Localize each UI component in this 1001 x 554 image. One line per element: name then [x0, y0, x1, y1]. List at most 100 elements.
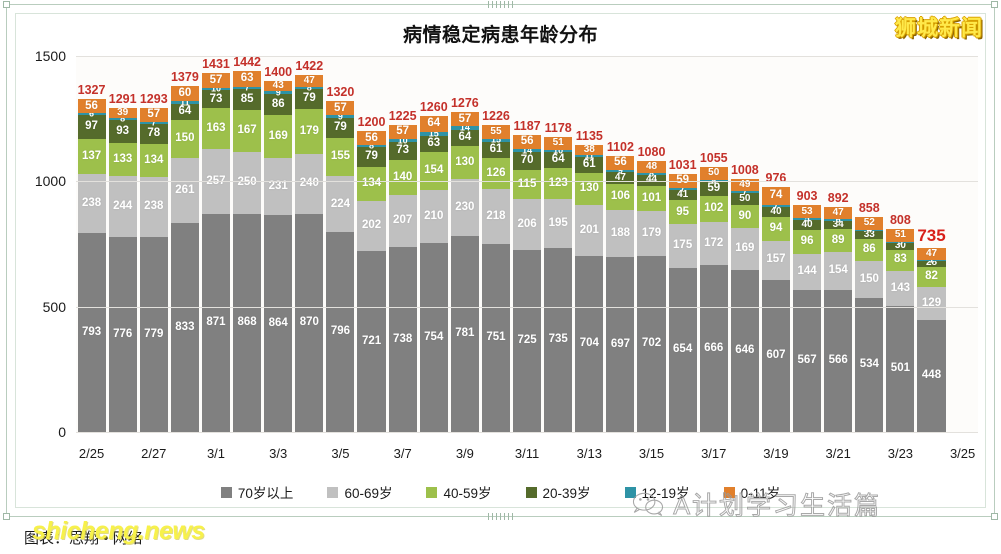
bar-segment[interactable]: 796 [326, 232, 355, 432]
bar-segment[interactable]: 47 [606, 171, 635, 184]
bar-segment[interactable]: 793 [77, 233, 106, 432]
legend-item[interactable]: 70岁以上 [220, 482, 293, 502]
bar-segment[interactable]: 14 [450, 123, 479, 132]
bar-segment[interactable]: 30 [886, 241, 915, 251]
bar-segment[interactable]: 871 [201, 213, 231, 432]
bar-segment[interactable]: 172 [699, 221, 728, 266]
bar-segment[interactable]: 654 [668, 268, 697, 432]
bar-segment[interactable]: 70 [513, 152, 542, 170]
bar-segment[interactable]: 240 [295, 153, 324, 214]
legend-item[interactable]: 0-11岁 [723, 482, 780, 502]
bar-segment[interactable]: 15 [481, 135, 511, 144]
bar-segment[interactable]: 115 [513, 169, 542, 199]
bar-segment[interactable]: 129 [917, 287, 946, 320]
bar-segment[interactable]: 155 [326, 137, 355, 177]
bar-segment[interactable]: 43 [264, 81, 293, 92]
bar-segment[interactable]: 102 [699, 196, 728, 222]
bar-segment[interactable]: 59 [668, 173, 697, 189]
bar-segment[interactable]: 224 [326, 176, 355, 233]
bar-segment[interactable]: 11 [575, 151, 604, 160]
bar-segment[interactable]: 188 [606, 210, 635, 258]
bar-segment[interactable]: 85 [233, 88, 262, 110]
bar-segment[interactable]: 154 [419, 151, 448, 191]
bar-segment[interactable]: 735 [544, 247, 573, 432]
bar-segment[interactable]: 144 [793, 253, 822, 290]
bar-segment[interactable]: 179 [637, 211, 666, 257]
bar-segment[interactable]: 60 [170, 86, 199, 102]
bar-column[interactable]: 666 172 102 59 8 50 1055 [698, 56, 729, 432]
bar-segment[interactable]: 79 [357, 147, 386, 168]
bar-segment[interactable]: 51 [544, 136, 573, 150]
bar-segment[interactable]: 40 [793, 219, 822, 230]
bar-segment[interactable]: 163 [201, 108, 231, 150]
bar-segment[interactable]: 41 [668, 190, 697, 201]
bar-segment[interactable]: 206 [513, 198, 542, 251]
bar-segment[interactable]: 6 [824, 215, 853, 224]
bar-segment[interactable]: 34 [824, 219, 853, 229]
bar-column[interactable]: 833 261 150 64 11 60 1379 [169, 56, 200, 432]
bar-segment[interactable]: 833 [170, 223, 199, 432]
bar-segment[interactable]: 501 [886, 306, 915, 432]
bar-segment[interactable]: 40 [761, 206, 791, 217]
bar-segment[interactable]: 157 [761, 240, 791, 280]
bar-column[interactable]: 607 157 94 40 7 74 976 [760, 56, 791, 432]
bar-segment[interactable]: 154 [824, 251, 853, 291]
bar-column[interactable]: 702 179 101 44 8 48 1080 [636, 56, 667, 432]
bar-segment[interactable]: 7 [761, 201, 791, 210]
bar-segment[interactable]: 169 [264, 115, 293, 158]
bar-segment[interactable]: 64 [170, 104, 199, 121]
bar-segment[interactable]: 864 [264, 215, 293, 432]
bar-segment[interactable]: 38 [575, 144, 604, 155]
bar-segment[interactable]: 150 [855, 260, 884, 299]
bar-segment[interactable]: 250 [233, 151, 262, 215]
bar-segment[interactable]: 169 [730, 227, 759, 271]
bar-segment[interactable]: 47 [917, 247, 946, 260]
bar-segment[interactable]: 52 [855, 216, 884, 230]
bar-segment[interactable]: 781 [450, 236, 479, 432]
legend-item[interactable]: 20-39岁 [525, 482, 591, 502]
bar-segment[interactable]: 57 [450, 112, 479, 127]
bar-segment[interactable]: 61 [481, 142, 511, 158]
bar-column[interactable]: 534 150 86 33 4 52 858 [854, 56, 885, 432]
bar-segment[interactable]: 74 [761, 186, 791, 206]
bar-segment[interactable]: 56 [606, 155, 635, 170]
bar-column[interactable]: 704 201 130 61 11 38 1135 [574, 56, 605, 432]
bar-segment[interactable]: 8 [357, 141, 386, 150]
bar-segment[interactable]: 238 [77, 173, 106, 234]
bar-segment[interactable]: 754 [419, 243, 448, 432]
bar-segment[interactable]: 776 [108, 237, 137, 432]
bar-segment[interactable]: 82 [917, 266, 946, 288]
bar-segment[interactable]: 53 [793, 205, 822, 219]
bar-segment[interactable]: 50 [699, 167, 728, 180]
bar-column[interactable]: 754 210 154 63 15 64 1260 [418, 56, 449, 432]
bar-segment[interactable]: 133 [108, 143, 137, 177]
bar-segment[interactable]: 231 [264, 157, 293, 216]
bar-segment[interactable]: 79 [295, 89, 324, 109]
bar-column[interactable]: 868 250 167 85 7 63 1442 [232, 55, 263, 432]
bar-segment[interactable]: 89 [824, 229, 853, 252]
bar-segment[interactable]: 101 [637, 185, 666, 212]
bar-segment[interactable]: 55 [481, 124, 511, 139]
bar-segment[interactable]: 721 [357, 251, 386, 432]
frame-handle-bottom-left[interactable] [3, 513, 10, 520]
bar-segment[interactable]: 6 [77, 109, 106, 118]
bar-segment[interactable]: 8 [699, 176, 728, 185]
bar-column[interactable]: 735 195 123 64 10 51 1178 [543, 56, 574, 432]
bar-segment[interactable]: 666 [699, 265, 728, 432]
bar-segment[interactable]: 7 [139, 118, 168, 127]
bar-segment[interactable]: 86 [264, 93, 293, 116]
bar-segment[interactable]: 56 [77, 99, 106, 114]
bar-segment[interactable]: 11 [170, 98, 199, 107]
bar-segment[interactable]: 44 [637, 174, 666, 186]
bar-segment[interactable]: 261 [170, 157, 199, 224]
bar-segment[interactable]: 175 [668, 224, 697, 269]
bar-segment[interactable]: 9 [606, 166, 635, 175]
bar-column[interactable]: 567 144 96 40 5 53 903 [792, 56, 823, 432]
bar-segment[interactable]: 33 [855, 229, 884, 239]
bar-segment[interactable]: 28 [917, 258, 946, 268]
bar-segment[interactable]: 130 [450, 146, 479, 179]
frame-handle-top-left[interactable] [3, 1, 10, 8]
legend-item[interactable]: 60-69岁 [327, 482, 392, 502]
bar-segment[interactable]: 751 [481, 243, 511, 432]
bar-segment[interactable]: 567 [793, 289, 822, 432]
